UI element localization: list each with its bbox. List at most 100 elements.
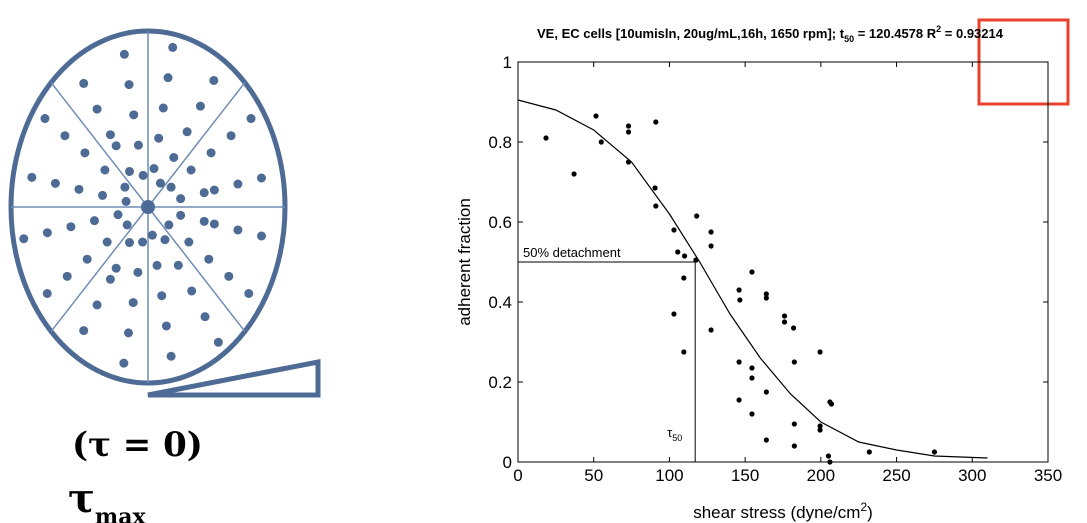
x-tick-label: 150 [731, 466, 759, 485]
data-point [693, 257, 699, 263]
data-point [694, 213, 700, 219]
cell-dot [141, 200, 155, 214]
cell-dot [166, 351, 176, 361]
cell-dot [133, 267, 143, 277]
cell-dot [122, 220, 132, 230]
data-point [781, 313, 788, 319]
cell-dot [102, 237, 112, 247]
x-tick-label: 100 [655, 466, 683, 485]
data-point [736, 397, 742, 403]
data-point [749, 269, 755, 275]
cell-dot [147, 230, 157, 240]
data-point [749, 375, 755, 381]
data-point [681, 349, 687, 355]
cell-dot [209, 219, 219, 229]
data-point [675, 249, 681, 255]
cell-dot [119, 49, 129, 59]
data-point [749, 365, 755, 371]
cell-dot [89, 216, 99, 226]
data-point [625, 159, 632, 165]
cell-dot [82, 254, 92, 264]
cell-dot [209, 185, 219, 195]
data-point [825, 453, 832, 459]
cell-dot [113, 210, 123, 220]
cell-dot [176, 210, 186, 220]
cell-dot [224, 271, 234, 281]
cell-dot [195, 101, 205, 111]
data-point [736, 359, 742, 365]
cell-dot [233, 179, 243, 189]
shear-diagram: τmax (τ = 0) [8, 28, 321, 523]
tau-symbol: τ [667, 425, 673, 440]
cell-dot [176, 194, 186, 204]
cell-dot [155, 178, 165, 188]
cell-dot [168, 42, 178, 52]
data-point [708, 327, 714, 333]
cell-dot [42, 288, 52, 298]
data-point [763, 295, 769, 301]
cell-dot [60, 131, 70, 141]
cell-dot [256, 173, 266, 183]
cell-dot [124, 80, 134, 90]
cell-dot [74, 184, 84, 194]
cell-dot [173, 260, 183, 270]
data-point [749, 411, 755, 417]
cell-dot [256, 231, 266, 241]
cell-dot [169, 152, 179, 162]
cell-dot [160, 235, 170, 245]
y-axis-label: adherent fraction [455, 198, 474, 326]
cell-dot [124, 328, 134, 338]
y-tick-label: 0.4 [488, 293, 512, 312]
x-tick-label: 0 [513, 466, 522, 485]
data-point [671, 311, 677, 317]
data-point [817, 423, 823, 429]
data-point [653, 203, 659, 209]
spoke [50, 82, 149, 208]
data-point [708, 229, 714, 235]
x-tick-label: 250 [882, 466, 910, 485]
cell-dot [119, 358, 129, 368]
title-part: = 120.4578 [854, 26, 927, 41]
data-point [931, 449, 938, 455]
x-tick-label: 350 [1034, 466, 1062, 485]
data-point [828, 401, 835, 407]
data-point [681, 253, 688, 259]
cell-dot [200, 312, 210, 322]
cell-dot [138, 170, 148, 180]
cell-dot [27, 172, 37, 182]
cell-dot [121, 196, 131, 206]
xlabel-part: ) [867, 503, 873, 522]
title-sub: 50 [844, 34, 854, 44]
cell-dot [246, 114, 256, 124]
data-point [763, 389, 769, 395]
cell-dot [105, 130, 115, 140]
spoke [147, 206, 246, 332]
data-point [791, 359, 797, 365]
cell-dot [92, 300, 102, 310]
chart-title: VE, EC cells [10umisln, 20ug/mL,16h, 165… [537, 24, 1004, 44]
data-point [763, 437, 769, 443]
cell-dot [154, 133, 164, 143]
data-point [571, 171, 577, 177]
fit-curve [517, 99, 988, 459]
cell-dot [62, 271, 72, 281]
cell-dot [125, 238, 135, 248]
data-point [827, 459, 833, 465]
cell-dot [199, 216, 209, 226]
cell-dot [79, 78, 89, 88]
cell-dot [111, 141, 121, 151]
title-part: R [927, 26, 937, 41]
cell-dot [244, 288, 254, 298]
cell-dot [50, 178, 60, 188]
cell-dot [187, 286, 197, 296]
title-part: = 0.93214 [941, 26, 1004, 41]
data-point [781, 319, 788, 325]
cell-dot [209, 75, 219, 85]
cell-dot [157, 291, 167, 301]
cell-dot [98, 190, 108, 200]
y-tick-label: 0 [503, 453, 512, 472]
cell-dot [125, 166, 135, 176]
data-point [671, 227, 677, 233]
x-tick-label: 50 [584, 466, 603, 485]
